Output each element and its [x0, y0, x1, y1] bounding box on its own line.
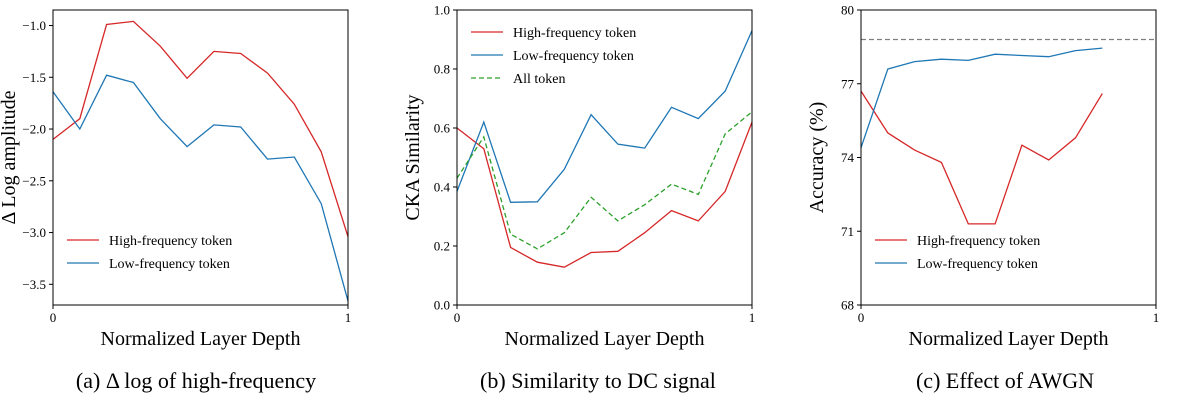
y-tick-label-b-5: 1.0: [434, 3, 450, 18]
plot-frame-a: [52, 9, 349, 306]
y-tick-label-b-2: 0.4: [434, 180, 451, 195]
y-tick-label-b-4: 0.8: [434, 62, 450, 77]
caption-b: (b) Similarity to DC signal: [480, 368, 716, 393]
legend-label-b-2: Low-frequency token: [513, 49, 634, 64]
series-line-b-2: [456, 30, 753, 203]
y-tick-label-c-3: 77: [841, 76, 855, 91]
y-tick-label-b-3: 0.6: [434, 121, 451, 136]
plot-frame-b: [456, 9, 753, 306]
y-axis-label-b: CKA Similarity: [402, 94, 424, 220]
x-tick-label-c-0: 0: [858, 310, 865, 325]
y-tick-label-a-2: −2.0: [22, 122, 46, 137]
legend-label-a-2: Low-frequency token: [109, 257, 230, 272]
legend-label-b-3: All token: [513, 72, 566, 87]
x-tick-label-a-1: 1: [345, 310, 352, 325]
x-tick-label-c-1: 1: [1153, 310, 1160, 325]
series-line-c-1: [860, 90, 1103, 225]
caption-c: (c) Effect of AWGN: [916, 368, 1094, 393]
legend-label-b-1: High-frequency token: [513, 26, 636, 41]
x-tick-label-a-0: 0: [50, 310, 57, 325]
y-tick-label-c-4: 80: [841, 3, 854, 18]
legend-label-c-2: Low-frequency token: [917, 257, 1038, 272]
y-tick-label-c-0: 68: [841, 298, 854, 313]
legend-label-c-1: High-frequency token: [917, 234, 1040, 249]
series-line-a-2: [52, 74, 349, 302]
chart-panel-b: 0.0 0.2 0.4 0.6 0.8 1.0 0 1 Normalized Layer Dep…: [402, 3, 755, 394]
y-tick-label-a-4: −3.0: [22, 225, 46, 240]
x-tick-label-b-1: 1: [749, 310, 756, 325]
x-tick-label-b-0: 0: [454, 310, 461, 325]
y-tick-label-a-1: −1.5: [22, 70, 46, 85]
chart-panel-c: 68 71 74 77 80 0 1 Normalized Layer Depth Accura…: [806, 3, 1159, 394]
y-axis-label-c: Accuracy (%): [806, 102, 828, 214]
series-line-b-1: [456, 121, 753, 268]
caption-a: (a) Δ log of high-frequency: [76, 368, 316, 393]
x-axis-label-a: Normalized Layer Depth: [101, 328, 301, 350]
series-line-b-3: [456, 111, 753, 250]
chart-panel-a: −1.0 −1.5 −2.0 −2.5 −3.0 −3.5 0 1 Normalized Lay…: [0, 9, 352, 393]
x-axis-label-b: Normalized Layer Depth: [505, 328, 705, 350]
legend-label-a-1: High-frequency token: [109, 234, 232, 249]
x-axis-label-c: Normalized Layer Depth: [909, 328, 1109, 350]
y-axis-label-a: Δ Log amplitude: [0, 90, 20, 224]
y-tick-label-c-2: 74: [841, 150, 855, 165]
y-tick-label-c-1: 71: [841, 224, 854, 239]
series-line-a-1: [52, 20, 349, 237]
y-tick-label-a-0: −1.0: [22, 18, 46, 33]
y-tick-label-a-5: −3.5: [22, 277, 46, 292]
y-tick-label-b-0: 0.0: [434, 298, 450, 313]
y-tick-label-a-3: −2.5: [22, 173, 46, 188]
series-line-c-2: [860, 47, 1103, 148]
y-tick-label-b-1: 0.2: [434, 239, 450, 254]
